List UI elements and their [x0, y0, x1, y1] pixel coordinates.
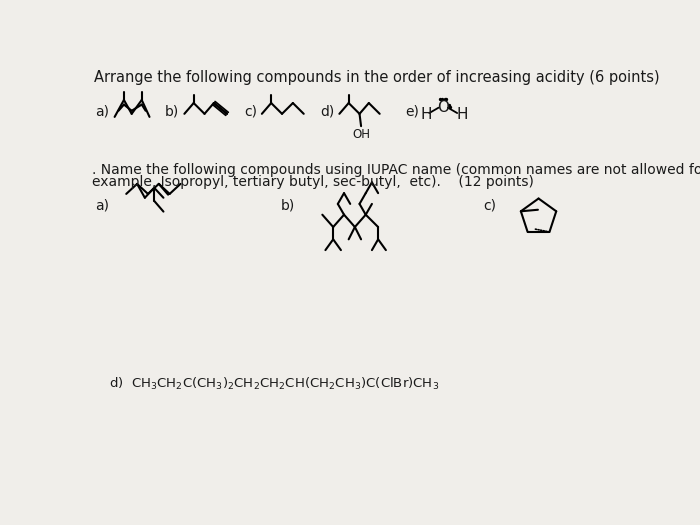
- Text: OH: OH: [352, 128, 370, 141]
- Text: c): c): [483, 198, 496, 213]
- Text: e): e): [405, 104, 419, 119]
- Text: O: O: [438, 100, 449, 115]
- Text: Arrange the following compounds in the order of increasing acidity (6 points): Arrange the following compounds in the o…: [94, 70, 659, 85]
- Text: a): a): [95, 198, 109, 213]
- Text: b): b): [281, 198, 295, 213]
- Text: example, Isopropyl, tertiary butyl, sec-butyl,  etc).    (12 points): example, Isopropyl, tertiary butyl, sec-…: [92, 175, 534, 188]
- Text: H: H: [421, 107, 432, 122]
- Text: H: H: [456, 107, 468, 122]
- Text: d): d): [320, 104, 335, 119]
- Text: c): c): [244, 104, 257, 119]
- Text: . Name the following compounds using IUPAC name (common names are not allowed fo: . Name the following compounds using IUP…: [92, 163, 700, 177]
- Text: d)  $\mathregular{CH_3CH_2C(CH_3)_2CH_2CH_2CH(CH_2CH_3)C(ClBr)CH_3}$: d) $\mathregular{CH_3CH_2C(CH_3)_2CH_2CH…: [109, 376, 440, 393]
- Text: a): a): [95, 104, 109, 119]
- Text: b): b): [165, 104, 179, 119]
